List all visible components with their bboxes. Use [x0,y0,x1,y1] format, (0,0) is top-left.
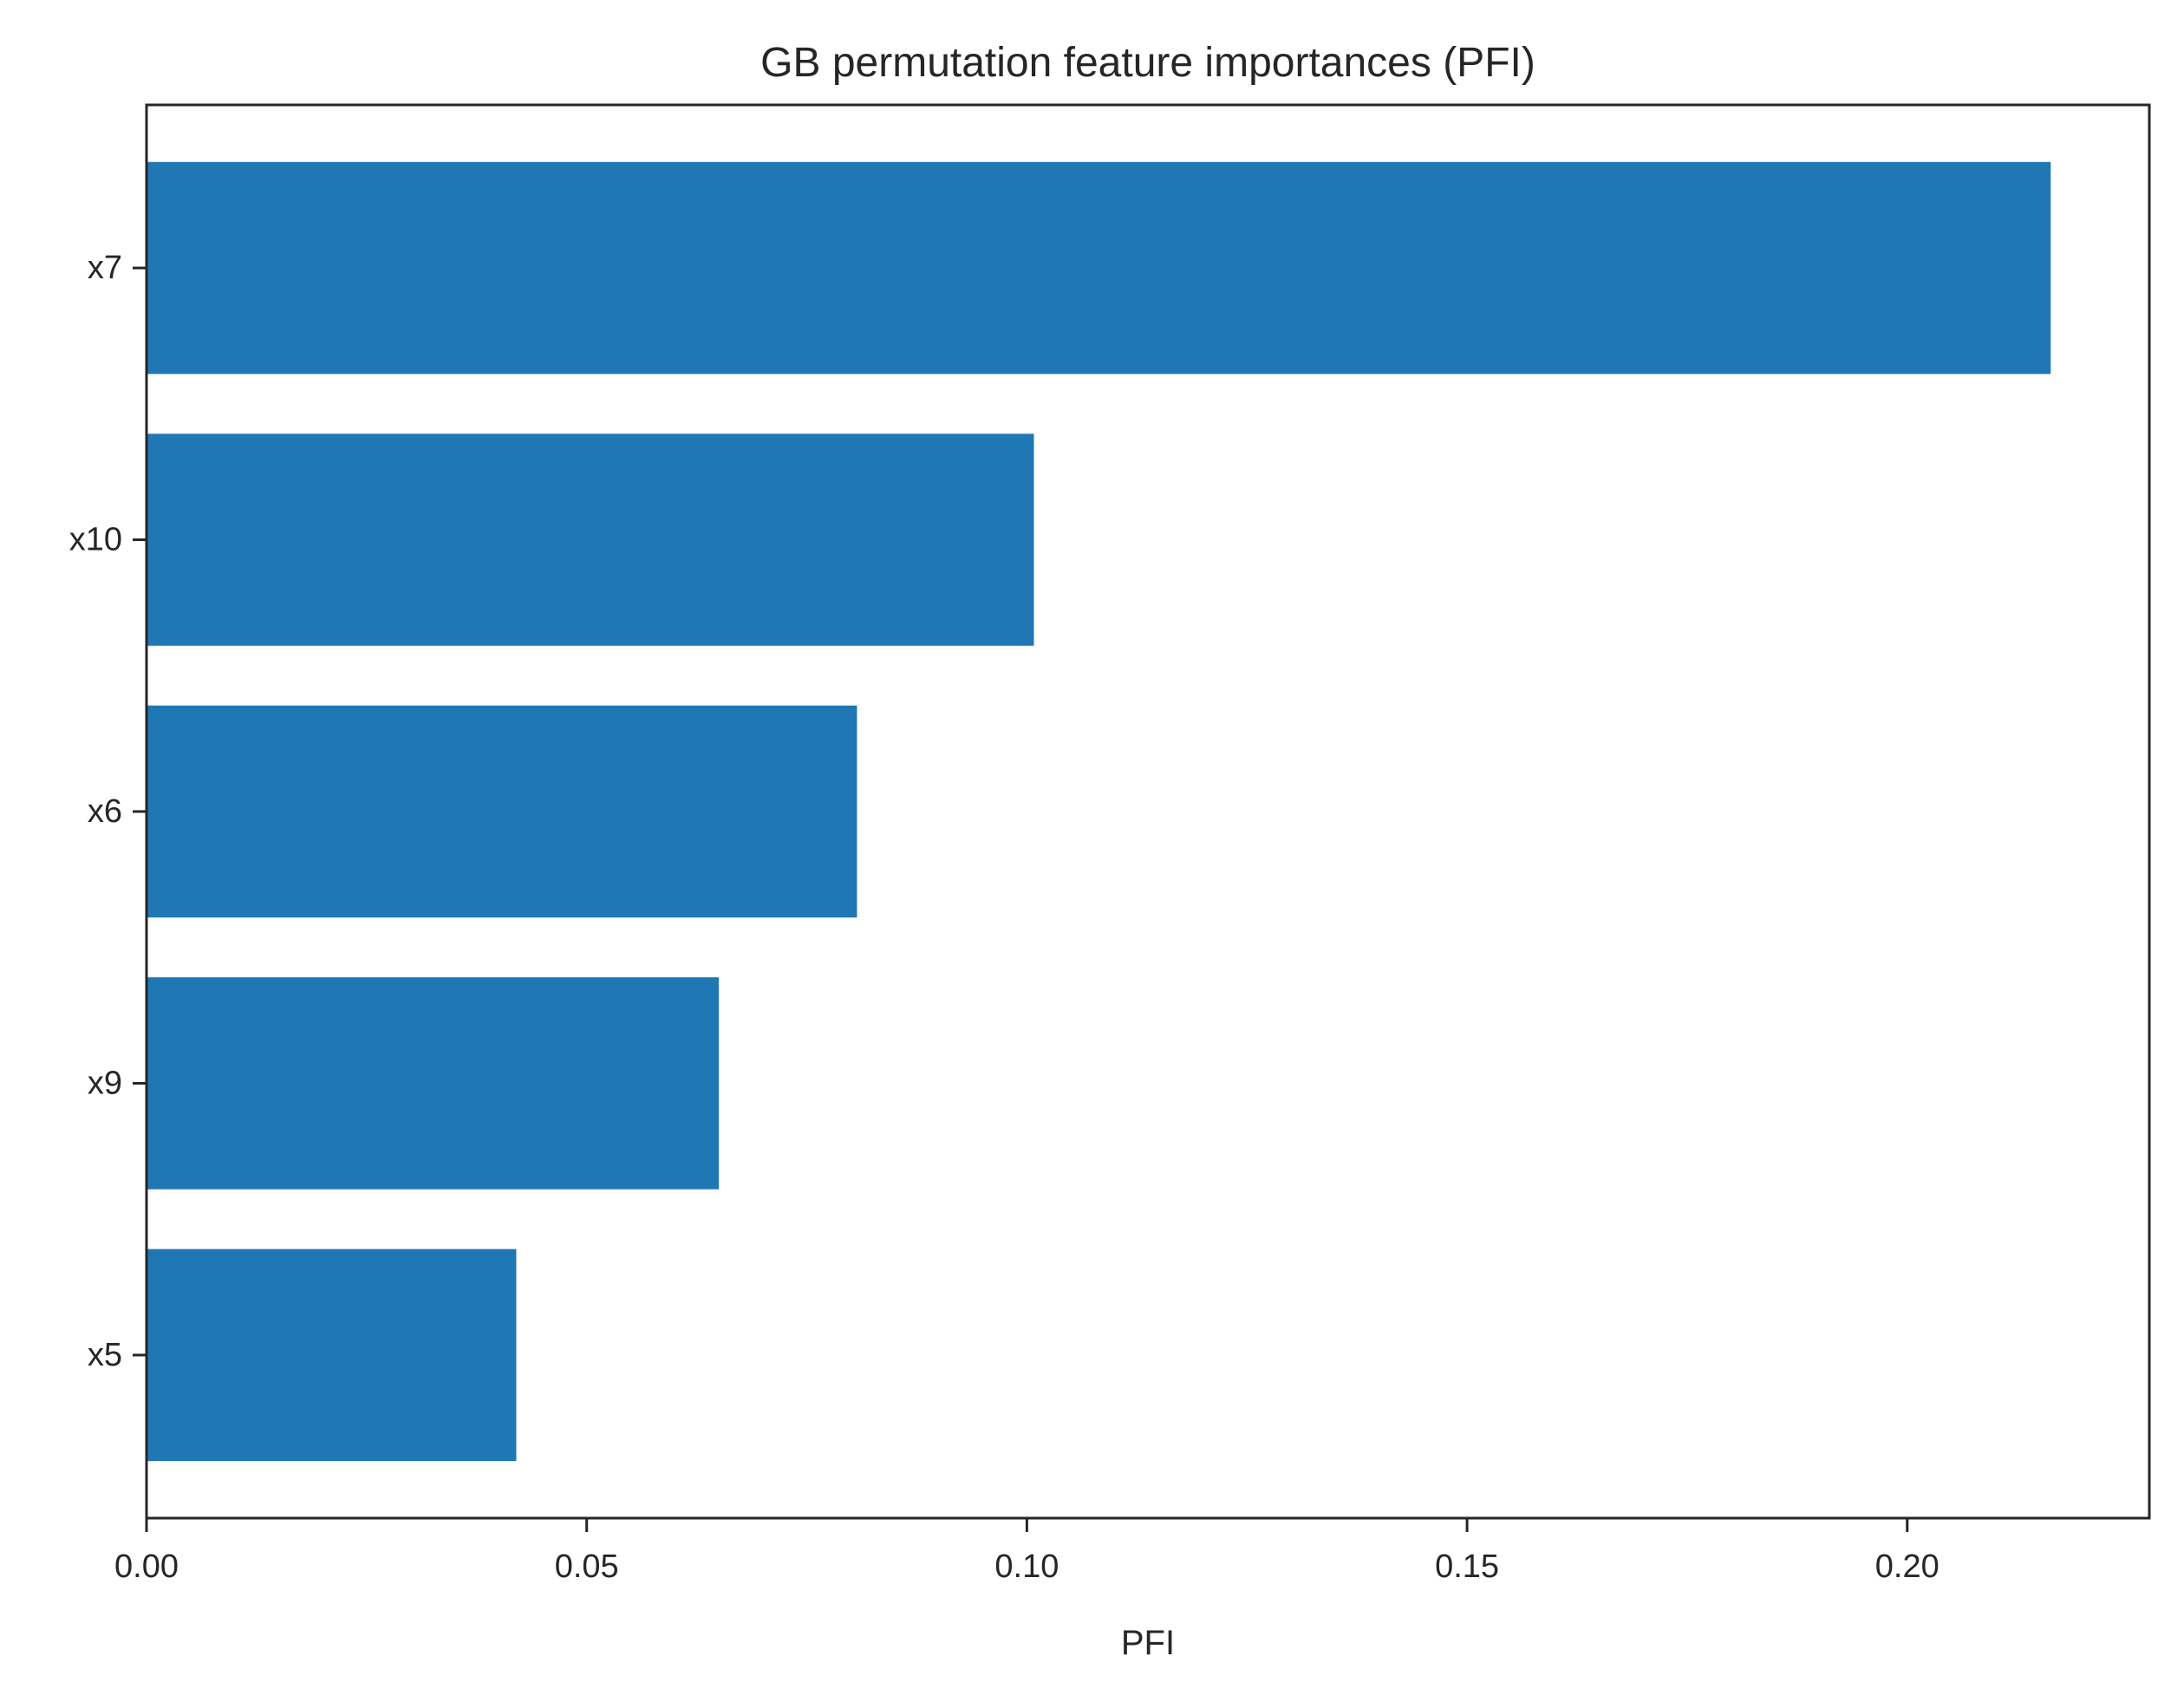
x-tick-label-2: 0.10 [994,1548,1059,1585]
x-tick-label-3: 0.15 [1435,1548,1499,1585]
chart-title: GB permutation feature importances (PFI) [760,40,1535,86]
x-tick-label-0: 0.00 [114,1548,179,1585]
y-tick-label-x6: x6 [88,793,122,830]
bars-group [147,161,2051,1462]
y-tick-label-x7: x7 [88,250,122,286]
bar-x6 [147,705,857,918]
x-axis: 0.00 0.05 0.10 0.15 0.20 [114,1518,1940,1585]
bar-x9 [147,977,719,1190]
x-axis-title: PFI [1121,1624,1175,1662]
y-tick-label-x5: x5 [88,1337,122,1373]
bar-x5 [147,1248,517,1462]
y-tick-label-x9: x9 [88,1065,122,1101]
y-tick-label-x10: x10 [69,522,122,558]
x-tick-label-4: 0.20 [1875,1548,1940,1585]
x-tick-label-1: 0.05 [555,1548,619,1585]
bar-x7 [147,161,2051,375]
y-axis: x7 x10 x6 x9 x5 [69,250,147,1373]
bar-x10 [147,434,1034,646]
